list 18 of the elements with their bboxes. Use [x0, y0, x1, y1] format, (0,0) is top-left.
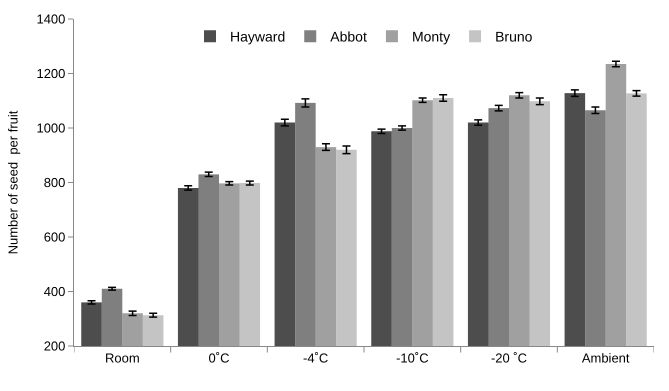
x-tick-label: -10˚C	[396, 350, 429, 366]
y-tick-label: 400	[44, 284, 66, 300]
legend-label: Hayward	[230, 28, 286, 45]
x-tick-label: Room	[104, 350, 140, 366]
legend-label: Monty	[412, 28, 450, 45]
y-tick-label: 600	[44, 230, 66, 245]
legend-label: Abbot	[330, 28, 367, 45]
y-tick-label: 1000	[36, 120, 66, 136]
x-tick-label: -20 ˚C	[490, 350, 528, 366]
x-tick-label: Ambient	[582, 350, 630, 366]
x-tick-label: -4˚C	[303, 350, 328, 366]
x-tick-label: 0˚C	[208, 350, 230, 366]
y-tick-label: 200	[44, 338, 66, 354]
y-tick-label: 800	[44, 175, 66, 190]
y-tick-label: 1200	[36, 66, 66, 82]
legend-label: Bruno	[495, 28, 533, 45]
y-tick-label: 1400	[36, 12, 66, 27]
y-axis-title: Number of seed per fruit	[5, 110, 20, 254]
